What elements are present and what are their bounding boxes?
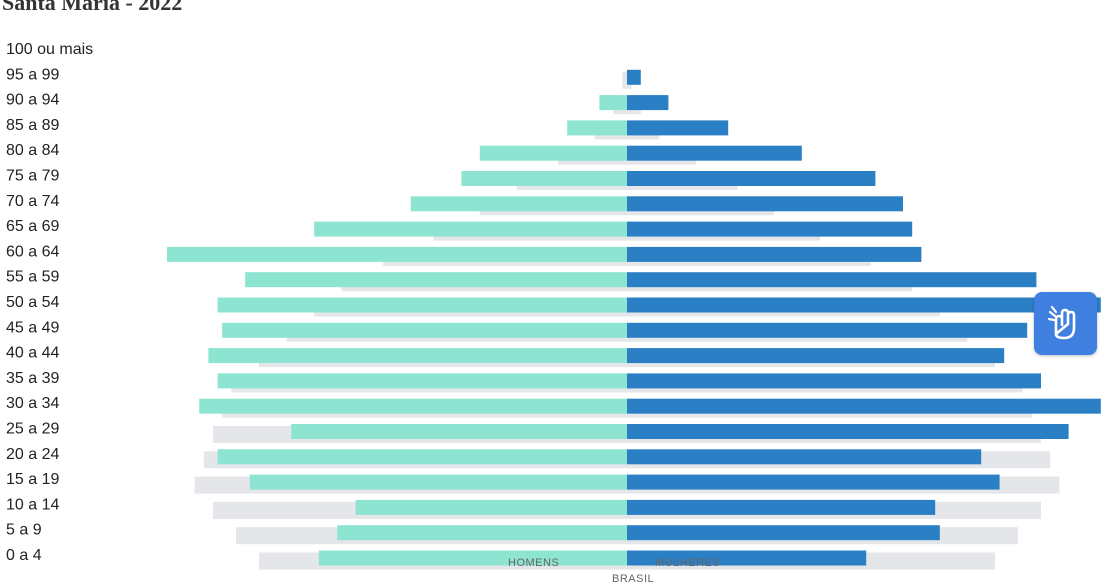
men-bar	[567, 120, 627, 136]
age-group-label: 70 a 74	[6, 193, 59, 210]
women-bar	[627, 449, 982, 465]
men-bar	[208, 348, 627, 364]
age-group-label: 45 a 49	[6, 319, 59, 336]
men-bar	[355, 499, 627, 515]
women-bar	[627, 95, 669, 111]
age-group-label: 0 a 4	[6, 547, 42, 564]
men-bar	[291, 424, 627, 439]
men-bar	[245, 272, 627, 288]
women-bar	[627, 322, 1028, 338]
men-bar	[599, 95, 627, 111]
women-bar	[627, 221, 913, 237]
men-bar	[337, 525, 627, 541]
age-group-label: 60 a 64	[6, 243, 59, 260]
women-bar	[627, 120, 729, 136]
age-group-label: 55 a 59	[6, 269, 59, 286]
women-bar	[627, 69, 641, 85]
legend-women: MULHERES	[655, 557, 720, 569]
legend-reference: BRASIL	[612, 573, 654, 585]
age-group-label: 75 a 79	[6, 168, 59, 185]
age-group-label: 5 a 9	[6, 522, 42, 539]
age-group-label: 85 a 89	[6, 117, 59, 134]
men-bar	[217, 297, 627, 313]
women-bar	[627, 398, 1101, 414]
women-bar	[627, 196, 903, 212]
women-bar	[627, 499, 936, 515]
age-group-label: 40 a 44	[6, 345, 59, 362]
men-bar	[479, 145, 627, 161]
age-group-label: 100 ou mais	[6, 41, 93, 58]
men-bar	[222, 322, 627, 338]
women-bar	[627, 348, 1005, 364]
age-group-label: 95 a 99	[6, 66, 59, 83]
sign-language-accessibility-button[interactable]	[1034, 292, 1097, 355]
legend-men: HOMENS	[508, 557, 559, 569]
sign-language-icon	[1047, 305, 1075, 339]
age-group-label: 80 a 84	[6, 142, 59, 159]
women-bar	[627, 171, 876, 186]
age-group-label: 65 a 69	[6, 218, 59, 235]
women-bar	[627, 145, 802, 161]
age-group-label: 20 a 24	[6, 446, 59, 463]
age-group-label: 10 a 14	[6, 496, 59, 513]
men-bar	[318, 550, 627, 566]
age-group-label: 35 a 39	[6, 370, 59, 387]
women-bar	[627, 246, 922, 262]
women-bar	[627, 550, 867, 566]
men-bar	[217, 449, 627, 465]
women-bar	[627, 272, 1037, 288]
women-bar	[627, 474, 1000, 490]
women-bar	[627, 373, 1041, 389]
men-bar	[199, 398, 627, 414]
bars-layer	[167, 69, 1101, 566]
women-bar	[627, 297, 1101, 313]
men-bar	[217, 373, 627, 389]
legend: HOMENS MULHERES BRASIL	[508, 557, 720, 585]
chart-title: Santa Maria - 2022	[2, 0, 183, 15]
age-group-label: 90 a 94	[6, 92, 59, 109]
age-group-label: 15 a 19	[6, 471, 59, 488]
men-bar	[314, 221, 627, 237]
men-bar	[249, 474, 628, 490]
women-bar	[627, 525, 940, 541]
women-bar	[627, 424, 1069, 439]
age-group-label: 30 a 34	[6, 395, 59, 412]
men-bar	[167, 246, 627, 262]
age-group-label: 50 a 54	[6, 294, 59, 311]
age-group-label: 25 a 29	[6, 421, 59, 438]
age-labels-layer: 100 ou mais 95 a 99 90 a 94 85 a 89 80 a 84 7…	[6, 41, 93, 564]
men-bar	[461, 171, 627, 186]
men-bar	[410, 196, 627, 212]
